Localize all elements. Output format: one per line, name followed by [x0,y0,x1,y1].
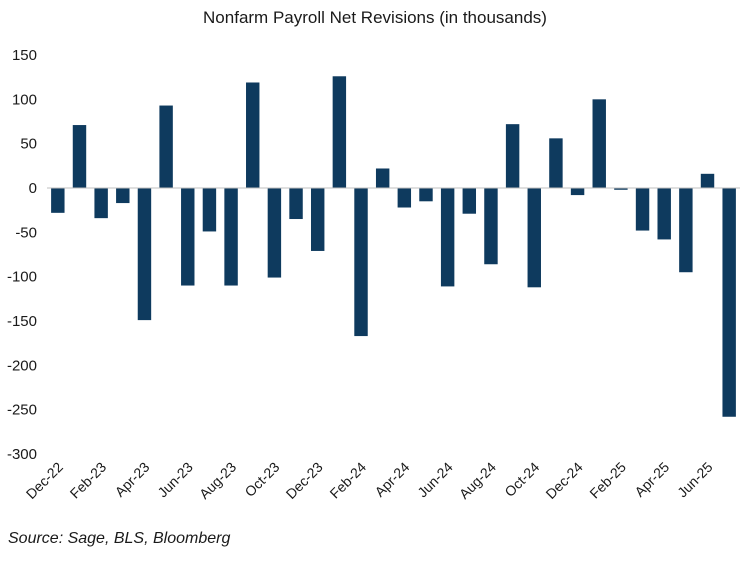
bars [51,76,736,417]
bar-Aug-24 [484,188,498,265]
bar-Apr-24 [397,188,412,208]
bar-Feb-24 [354,188,368,337]
bar-Apr-25 [657,188,671,240]
bar-Jun-23 [181,188,195,286]
bar-Mar-23 [116,188,130,204]
chart-title: Nonfarm Payroll Net Revisions (in thousa… [203,8,547,27]
bar-Jun-25 [700,173,715,188]
x-tick-label: Aug-24 [456,459,499,502]
x-tick-label: Feb-24 [326,459,369,502]
bar-Mar-24 [375,168,390,188]
x-tick-label: Dec-24 [542,459,585,502]
y-tick-label: 0 [29,180,37,197]
y-tick-label: -300 [7,446,37,463]
x-tick-label: Feb-25 [586,459,629,502]
bar-Nov-24 [549,138,563,188]
bar-Dec-22 [51,188,65,213]
bar-Oct-24 [527,188,541,288]
x-tick-label: Apr-25 [631,459,672,500]
bar-May-24 [419,188,433,202]
y-axis-tick-labels: 150 100 50 0 -50 -100 -150 -200 -250 -300 [7,47,37,463]
bar-Jul-23 [202,188,217,232]
y-tick-label: -50 [15,224,37,241]
bar-Feb-25 [614,188,628,190]
x-tick-label: Feb-23 [67,459,110,502]
y-tick-label: -100 [7,269,37,286]
bar-Nov-23 [289,188,303,220]
x-axis-tick-labels: Dec-22 Feb-23 Apr-23 Jun-23 Aug-23 Oct-23 Dec-… [23,459,716,502]
x-tick-label: Oct-24 [501,459,542,500]
bar-Apr-23 [137,188,152,321]
y-tick-label: -150 [7,313,37,330]
bar-Jul-25 [722,188,736,417]
x-tick-label: Dec-23 [283,459,326,502]
bar-Jun-24 [440,188,455,287]
bar-Sep-24 [505,124,520,188]
bar-Mar-25 [635,188,650,231]
x-tick-label: Oct-23 [241,459,282,500]
bar-Jul-24 [462,188,477,214]
bar-Dec-23 [310,188,325,251]
bar-Oct-23 [267,188,282,278]
y-tick-label: 100 [12,91,37,108]
bar-Sep-23 [246,82,260,188]
y-tick-label: -250 [7,402,37,419]
bar-Jan-25 [592,99,606,188]
y-tick-label: 150 [12,47,37,64]
x-tick-label: Jun-24 [414,459,456,501]
x-tick-label: Dec-22 [23,459,66,502]
x-tick-label: Jun-23 [154,459,196,501]
bar-May-25 [679,188,693,273]
x-tick-label: Jun-25 [674,459,716,501]
bar-Aug-23 [224,188,238,286]
y-tick-label: -200 [7,357,37,374]
bar-Jan-24 [332,76,347,188]
bar-May-23 [159,105,173,188]
source-note: Source: Sage, BLS, Bloomberg [8,530,231,547]
bar-Feb-23 [94,188,108,219]
bar-Jan-23 [72,125,87,188]
x-tick-label: Apr-23 [112,459,153,500]
bar-Dec-24 [570,188,585,196]
x-tick-label: Aug-23 [196,459,239,502]
x-tick-label: Apr-24 [371,459,412,500]
y-tick-label: 50 [20,136,37,153]
